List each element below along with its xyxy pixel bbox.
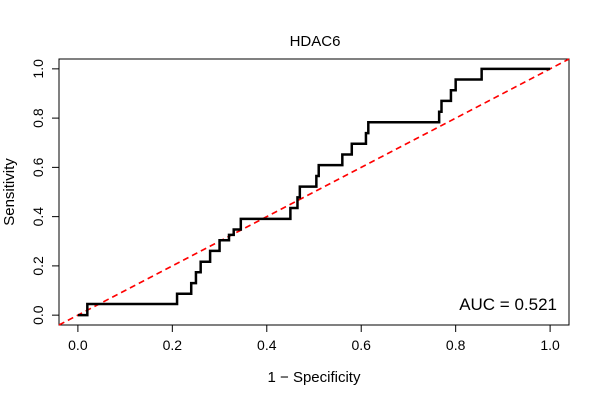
y-tick-label: 1.0 [30, 59, 46, 79]
x-ticks: 0.0 0.2 0.4 0.6 0.8 1.0 [68, 325, 560, 353]
y-tick-label: 0.6 [30, 157, 46, 177]
y-axis: 0.0 0.2 0.4 0.6 0.8 1.0 [30, 59, 60, 325]
x-tick-label: 0.8 [446, 337, 466, 353]
chance-diagonal-line [58, 58, 570, 326]
y-tick-label: 0.0 [30, 305, 46, 325]
y-tick-label: 0.8 [30, 108, 46, 128]
roc-curve [77, 67, 551, 317]
x-tick-label: 0.2 [163, 337, 183, 353]
y-tick-label: 0.2 [30, 256, 46, 276]
x-tick-label: 0.0 [68, 337, 88, 353]
y-axis-label: Sensitivity [1, 158, 18, 226]
x-tick-label: 1.0 [540, 337, 560, 353]
y-tick-label: 0.4 [30, 207, 46, 227]
x-tick-label: 0.6 [351, 337, 371, 353]
y-ticks: 0.0 0.2 0.4 0.6 0.8 1.0 [30, 59, 59, 325]
x-axis-label: 1 − Specificity [268, 369, 361, 386]
x-tick-label: 0.4 [257, 337, 277, 353]
x-axis: 0.0 0.2 0.4 0.6 0.8 1.0 [68, 324, 560, 353]
auc-annotation: AUC = 0.521 [459, 295, 557, 314]
chart-title: HDAC6 [290, 33, 341, 50]
